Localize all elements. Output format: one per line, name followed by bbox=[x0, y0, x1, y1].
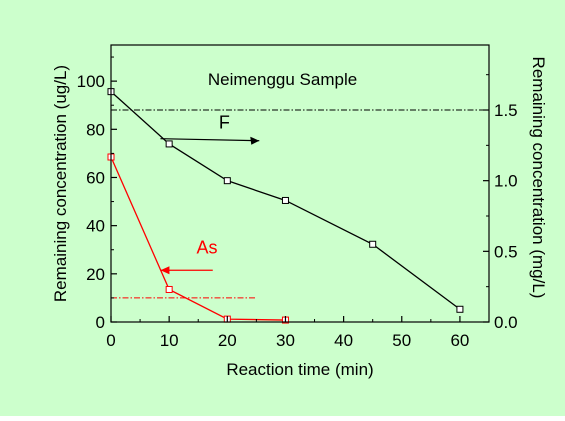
y-right-tick-label: 1.0 bbox=[494, 172, 518, 191]
data-point-f bbox=[281, 196, 289, 204]
x-tick-label: 30 bbox=[276, 331, 295, 350]
data-point-f bbox=[369, 240, 377, 248]
y-left-tick-label: 0 bbox=[96, 313, 105, 332]
annotation-label-as: As bbox=[196, 237, 217, 257]
x-tick-label: 20 bbox=[218, 331, 237, 350]
x-tick-label: 10 bbox=[160, 331, 179, 350]
y-left-tick-label: 20 bbox=[86, 265, 105, 284]
plot-area-frame bbox=[110, 44, 490, 323]
series-group bbox=[107, 88, 464, 324]
chart-title: Neimenggu Sample bbox=[208, 70, 357, 89]
series-line-f bbox=[110, 91, 461, 310]
x-tick-label: 50 bbox=[392, 331, 411, 350]
x-tick-label: 40 bbox=[334, 331, 353, 350]
x-tick-label: 60 bbox=[450, 331, 469, 350]
data-point-f bbox=[223, 177, 231, 185]
y-left-tick-label: 100 bbox=[77, 72, 105, 91]
x-axis-label: Reaction time (min) bbox=[226, 360, 373, 379]
axis-ticks: 0 10 20 30 40 50 60 0 20 40 60 80 100 0.0 0.5 1.0 1.5 bbox=[77, 56, 518, 350]
y-right-tick-label: 1.5 bbox=[494, 101, 518, 120]
y-axis-right-label: Remaining concentration (mg/L) bbox=[529, 57, 548, 299]
data-point-f bbox=[165, 140, 173, 148]
annotation-label-f: F bbox=[219, 112, 230, 132]
y-axis-left-label: Remaining concentration (ug/L) bbox=[51, 65, 70, 302]
data-point-f bbox=[456, 305, 464, 313]
y-left-tick-label: 40 bbox=[86, 217, 105, 236]
y-right-tick-label: 0.0 bbox=[494, 313, 518, 332]
x-tick-label: 0 bbox=[106, 331, 115, 350]
reference-lines bbox=[111, 109, 489, 299]
annotation-arrow-f bbox=[160, 138, 260, 142]
annotation-arrowhead-f bbox=[250, 136, 260, 145]
annotation-arrowhead-as bbox=[160, 266, 170, 275]
y-left-tick-label: 80 bbox=[86, 120, 105, 139]
annotations-group: F As bbox=[160, 112, 260, 275]
y-right-tick-label: 0.5 bbox=[494, 242, 518, 261]
data-point-as bbox=[165, 285, 173, 293]
y-left-tick-label: 60 bbox=[86, 168, 105, 187]
